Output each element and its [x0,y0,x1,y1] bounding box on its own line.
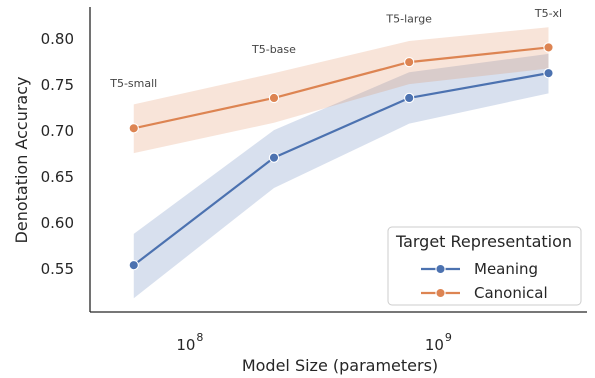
data-point-meaning [269,153,278,162]
y-tick-label: 0.70 [41,122,74,140]
x-tick-base: 10 [425,336,444,354]
y-tick-label: 0.55 [41,260,74,278]
data-point-canonical [544,43,553,52]
x-tick-labels: 10 8 10 9 [176,331,452,354]
data-point-canonical [129,124,138,133]
legend-marker-meaning [436,264,445,273]
legend: Target Representation Meaning Canonical [388,227,581,305]
point-label: T5-base [251,43,296,56]
x-axis-title: Model Size (parameters) [242,356,438,375]
data-point-meaning [405,93,414,102]
data-point-meaning [129,261,138,270]
x-tick-label: 10 9 [425,331,452,354]
y-tick-label: 0.60 [41,214,74,232]
y-axis-title: Denotation Accuracy [12,77,31,244]
legend-marker-canonical [436,288,445,297]
point-label: T5-large [385,13,432,26]
x-tick-exponent: 8 [196,331,203,344]
legend-label-meaning: Meaning [474,260,538,278]
legend-title: Target Representation [395,232,572,251]
data-point-canonical [269,93,278,102]
point-label: T5-xl [534,7,562,20]
legend-label-canonical: Canonical [474,284,548,302]
y-tick-labels: 0.55 0.60 0.65 0.70 0.75 0.80 [41,30,74,278]
point-label: T5-small [109,77,157,90]
data-point-canonical [405,58,414,67]
x-tick-exponent: 9 [445,331,452,344]
x-tick-base: 10 [176,336,195,354]
x-tick-label: 10 8 [176,331,203,354]
y-tick-label: 0.75 [41,76,74,94]
data-point-meaning [544,69,553,78]
y-tick-label: 0.80 [41,30,74,48]
y-tick-label: 0.65 [41,168,74,186]
